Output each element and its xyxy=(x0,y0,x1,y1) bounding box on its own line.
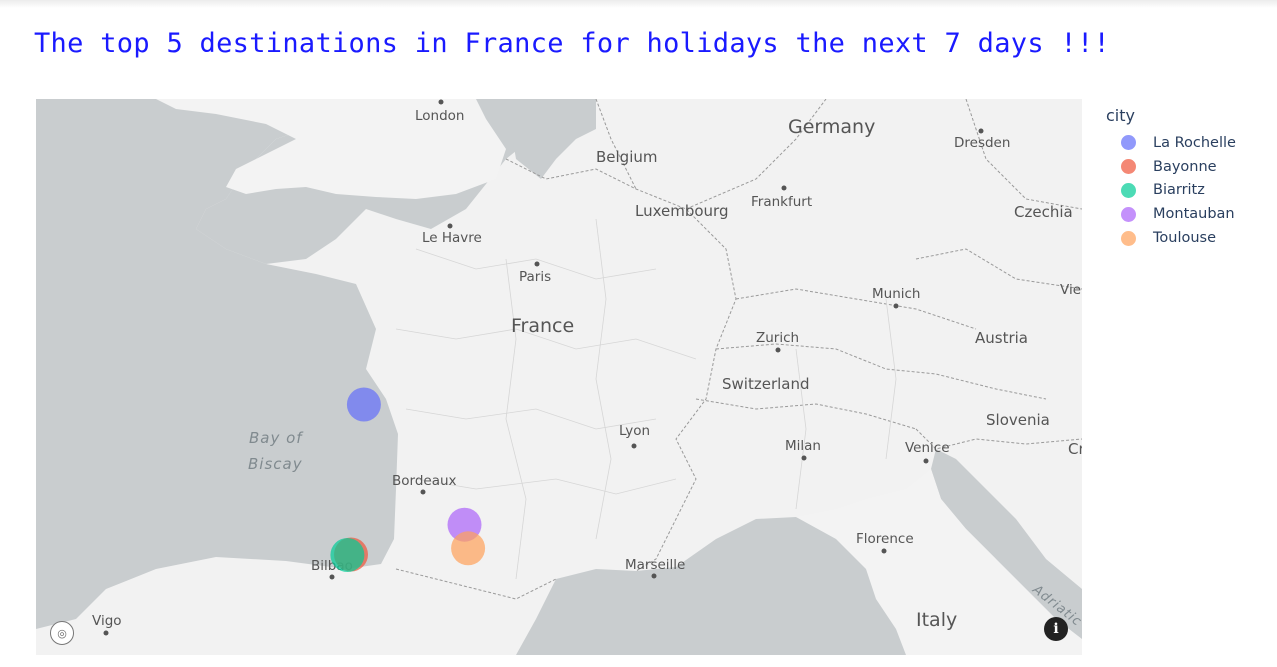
marker-biarritz[interactable] xyxy=(330,538,365,572)
marker-la-rochelle[interactable] xyxy=(346,387,381,422)
map-label-florence: Florence xyxy=(856,531,914,547)
legend-item-bayonne[interactable]: Bayonne xyxy=(1106,155,1236,179)
legend-label: Montauban xyxy=(1153,206,1235,223)
map-label-dresden: Dresden xyxy=(954,135,1010,151)
destination-markers[interactable] xyxy=(330,387,486,573)
legend-swatch xyxy=(1121,206,1136,222)
map-label-france: France xyxy=(511,315,574,337)
uk-land xyxy=(156,99,506,199)
legend-item-toulouse[interactable]: Toulouse xyxy=(1106,226,1236,250)
map-label-croatia: Cr xyxy=(1068,440,1082,458)
map-label-london: London xyxy=(415,108,465,124)
legend: city La Rochelle Bayonne Biarritz Montauban… xyxy=(1106,106,1236,250)
legend-label: Bayonne xyxy=(1153,158,1217,175)
map-label-zurich: Zurich xyxy=(756,330,799,346)
map-label-slovenia: Slovenia xyxy=(986,411,1050,429)
map-label-bay-of: Bay of xyxy=(249,429,304,447)
map-label-luxembourg: Luxembourg xyxy=(635,202,729,220)
region-borders xyxy=(395,218,897,580)
legend-label: Toulouse xyxy=(1153,230,1217,247)
top-shadow xyxy=(0,0,1277,8)
map-label-munich: Munich xyxy=(872,286,921,302)
map-logo-button[interactable]: ◎ xyxy=(50,621,74,645)
country-borders xyxy=(395,99,1082,600)
adriatic-water xyxy=(931,449,1082,639)
legend-item-biarritz[interactable]: Biarritz xyxy=(1106,179,1236,203)
legend-item-la-rochelle[interactable]: La Rochelle xyxy=(1106,131,1236,155)
map-canvas[interactable]: Germany Belgium Luxembourg Czechia Franc… xyxy=(36,99,1082,655)
map-label-italy: Italy xyxy=(916,609,957,631)
city-dots xyxy=(103,99,984,636)
compass-logo-icon: ◎ xyxy=(57,626,67,640)
map-label-switzerland: Switzerland xyxy=(722,375,810,393)
legend-item-montauban[interactable]: Montauban xyxy=(1106,202,1236,226)
map-info-button[interactable]: i xyxy=(1044,617,1068,641)
map-label-lyon: Lyon xyxy=(619,423,650,439)
map-label-germany: Germany xyxy=(788,116,875,138)
map-label-vigo: Vigo xyxy=(92,613,122,629)
map-label-milan: Milan xyxy=(785,438,821,454)
legend-swatch xyxy=(1121,159,1136,175)
map-label-le-havre: Le Havre xyxy=(422,230,482,246)
map-label-belgium: Belgium xyxy=(596,148,658,166)
legend-swatch xyxy=(1121,230,1136,246)
map-label-vienna: Vie xyxy=(1060,282,1081,298)
map-label-marseille: Marseille xyxy=(625,557,685,573)
map-label-frankfurt: Frankfurt xyxy=(751,194,812,210)
map-label-bordeaux: Bordeaux xyxy=(392,473,457,489)
italy-land xyxy=(796,469,1082,655)
map-label-venice: Venice xyxy=(905,440,950,456)
legend-label: La Rochelle xyxy=(1153,134,1236,151)
map-label-paris: Paris xyxy=(519,269,551,285)
map-label-czechia: Czechia xyxy=(1014,203,1073,221)
atlantic-water xyxy=(36,99,398,629)
map-label-austria: Austria xyxy=(975,329,1028,347)
map-label-biscay: Biscay xyxy=(248,455,303,473)
info-icon: i xyxy=(1053,621,1059,637)
page-title: The top 5 destinations in France for hol… xyxy=(34,28,1111,59)
north-sea-water xyxy=(506,99,596,179)
marker-toulouse[interactable] xyxy=(451,531,486,566)
legend-swatch xyxy=(1121,182,1136,198)
legend-items: La Rochelle Bayonne Biarritz Montauban Toulo… xyxy=(1106,131,1236,250)
map-view[interactable]: Germany Belgium Luxembourg Czechia Franc… xyxy=(36,99,1082,655)
legend-title: city xyxy=(1106,106,1135,125)
legend-label: Biarritz xyxy=(1153,182,1205,199)
legend-swatch xyxy=(1121,135,1136,151)
